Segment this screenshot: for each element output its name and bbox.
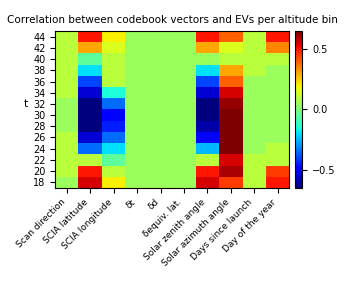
- Y-axis label: t: t: [24, 100, 28, 110]
- Title: Correlation between codebook vectors and EVs per altitude bin: Correlation between codebook vectors and…: [7, 15, 338, 25]
